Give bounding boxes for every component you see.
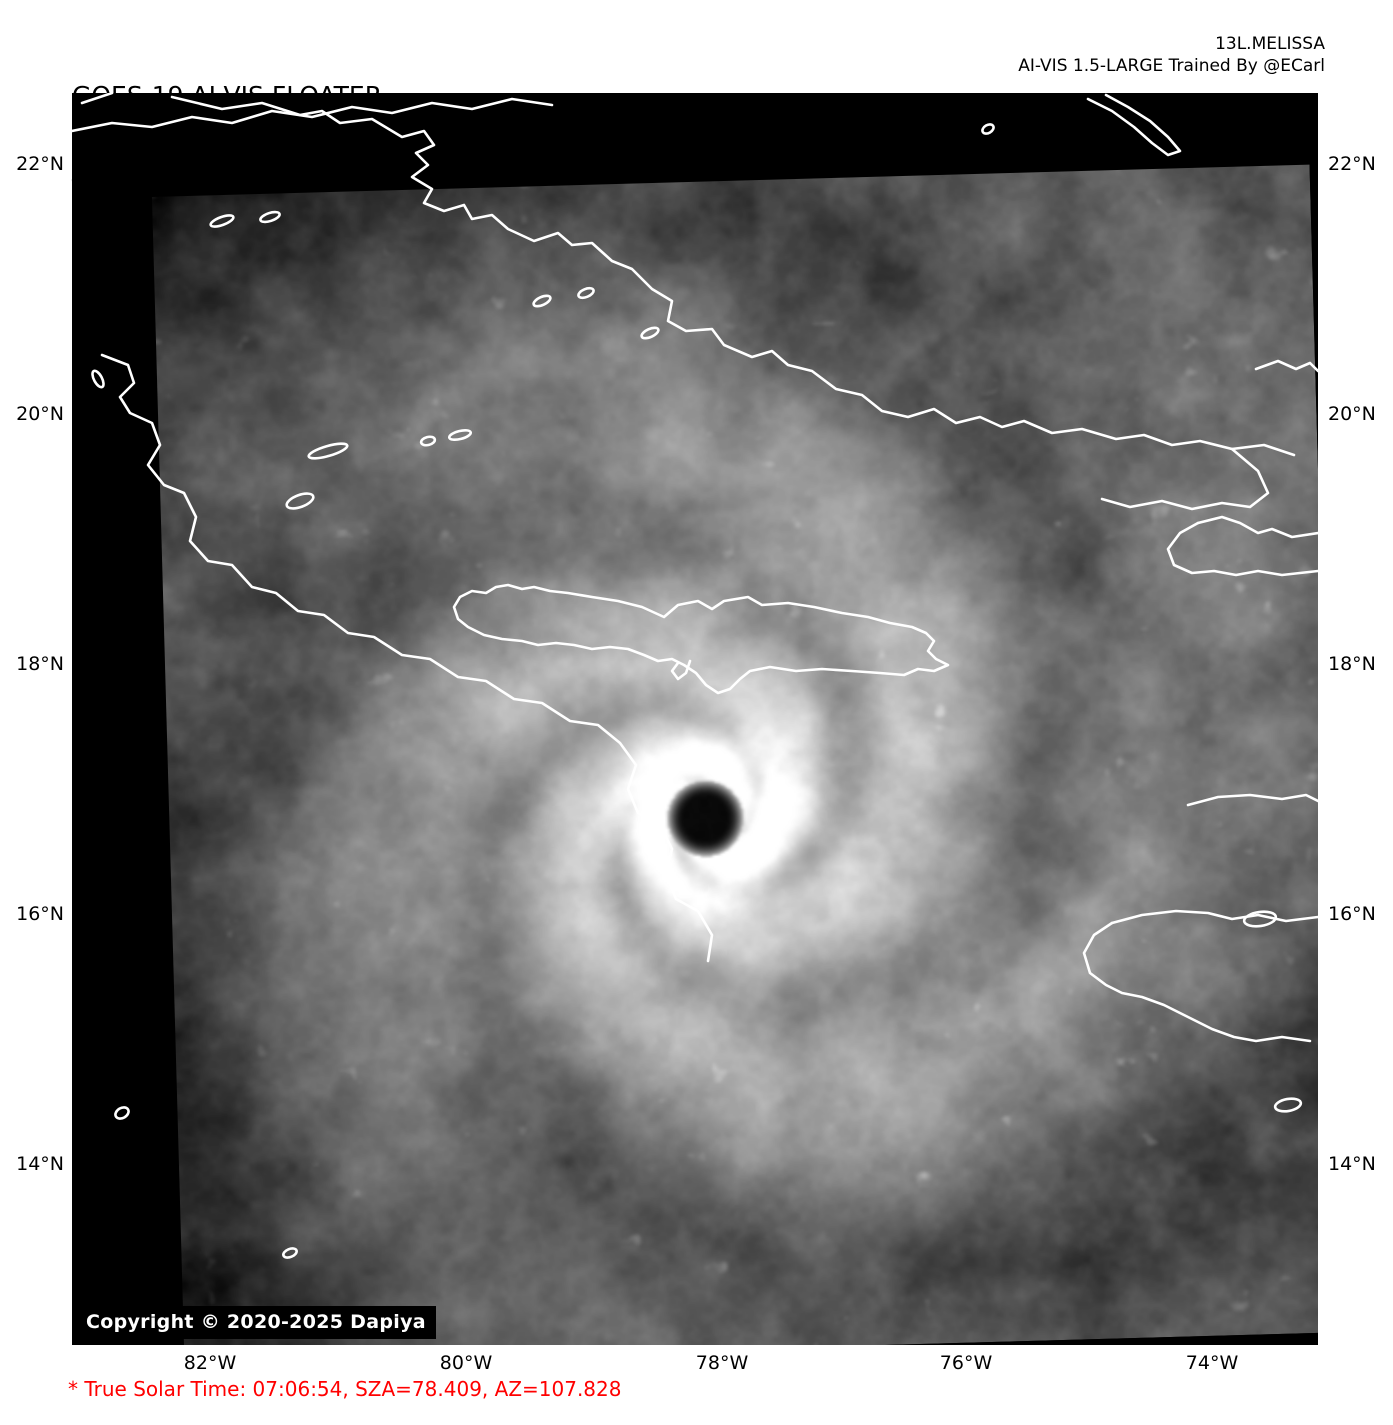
coastline-isla-juventud [91, 369, 105, 389]
lon-tick-80w: 80°W [439, 1352, 493, 1374]
coastline-swan-island-west [114, 1106, 130, 1120]
coastline-cuba-west-cape [80, 93, 114, 105]
lon-tick-78w: 78°W [695, 1352, 749, 1374]
coastline-cuba-north [72, 97, 554, 133]
lat-tick-left-16n: 16°N [16, 903, 64, 925]
solar-geometry-note: * True Solar Time: 07:06:54, SZA=78.409,… [68, 1377, 622, 1401]
lat-tick-left-18n: 18°N [16, 653, 64, 675]
satellite-data-swath [151, 164, 1318, 1345]
model-credit-label: AI-VIS 1.5-LARGE Trained By @ECarl [1018, 56, 1325, 76]
coastline-bahamas-fragment [1086, 93, 1182, 157]
lat-tick-left-14n: 14°N [16, 1153, 64, 1175]
coastline-tiny-cay-top [981, 123, 995, 135]
satellite-imagery-canvas [151, 164, 1318, 1345]
lat-tick-left-20n: 20°N [16, 403, 64, 425]
header-meta-block: 13L.MELISSA AI-VIS 1.5-LARGE Trained By … [1018, 33, 1325, 77]
lat-tick-right-20n: 20°N [1328, 403, 1376, 425]
lat-tick-right-22n: 22°N [1328, 153, 1376, 175]
storm-id-label: 13L.MELISSA [1215, 34, 1325, 54]
satellite-image-plot[interactable]: Copyright © 2020-2025 Dapiya [72, 93, 1318, 1345]
lon-tick-76w: 76°W [939, 1352, 993, 1374]
lat-tick-right-18n: 18°N [1328, 653, 1376, 675]
lat-tick-left-22n: 22°N [16, 153, 64, 175]
lat-tick-right-16n: 16°N [1328, 903, 1376, 925]
lat-tick-right-14n: 14°N [1328, 1153, 1376, 1175]
copyright-watermark: Copyright © 2020-2025 Dapiya [76, 1306, 436, 1339]
lon-tick-74w: 74°W [1185, 1352, 1239, 1374]
lon-tick-82w: 82°W [183, 1352, 237, 1374]
